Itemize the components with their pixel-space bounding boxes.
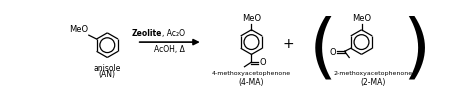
Text: anisole: anisole	[93, 64, 121, 73]
Text: (AN): (AN)	[99, 70, 116, 79]
Text: (4-MA): (4-MA)	[239, 77, 264, 87]
Text: MeO: MeO	[69, 25, 88, 34]
Text: +: +	[282, 37, 294, 51]
Text: (2-MA): (2-MA)	[360, 77, 386, 87]
Text: ): )	[401, 15, 430, 84]
Text: MeO: MeO	[242, 14, 261, 23]
Text: AcOH, Δ: AcOH, Δ	[154, 45, 185, 54]
Text: Zeolite: Zeolite	[132, 29, 162, 38]
Text: 4-methoxyacetophenone: 4-methoxyacetophenone	[212, 71, 291, 76]
Text: 2-methoxyacetophenone: 2-methoxyacetophenone	[334, 71, 413, 76]
Text: O: O	[329, 48, 336, 57]
Text: O: O	[259, 58, 266, 67]
Text: , Ac₂O: , Ac₂O	[162, 29, 185, 38]
Text: (: (	[309, 15, 337, 84]
Text: MeO: MeO	[352, 14, 371, 23]
